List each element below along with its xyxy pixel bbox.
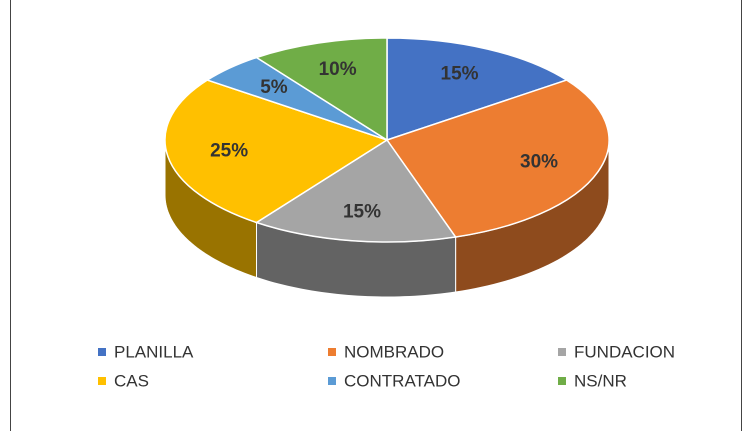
data-label: 15% — [441, 64, 479, 85]
pie-slice — [385, 79, 610, 238]
legend-label: NOMBRADO — [344, 342, 444, 361]
legend-label: NS/NR — [574, 371, 627, 390]
pie-slice — [164, 79, 389, 224]
legend-swatch — [98, 377, 106, 385]
data-label: 25% — [210, 141, 248, 162]
legend-label: CAS — [114, 371, 149, 390]
legend-label: FUNDACION — [574, 342, 675, 361]
legend-label: PLANILLA — [114, 342, 194, 361]
pie-slice — [386, 37, 569, 142]
legend-swatch — [98, 348, 106, 356]
legend-swatch — [558, 377, 566, 385]
data-label: 10% — [319, 59, 357, 80]
legend-label: CONTRATADO — [344, 371, 460, 390]
legend-swatch — [328, 377, 336, 385]
pie-slice — [254, 138, 457, 243]
data-label: 15% — [343, 202, 381, 223]
legend-swatch — [328, 348, 336, 356]
data-label: 30% — [520, 152, 558, 173]
legend-swatch — [558, 348, 566, 356]
data-label: 5% — [260, 77, 288, 98]
pie-slice — [254, 37, 388, 142]
